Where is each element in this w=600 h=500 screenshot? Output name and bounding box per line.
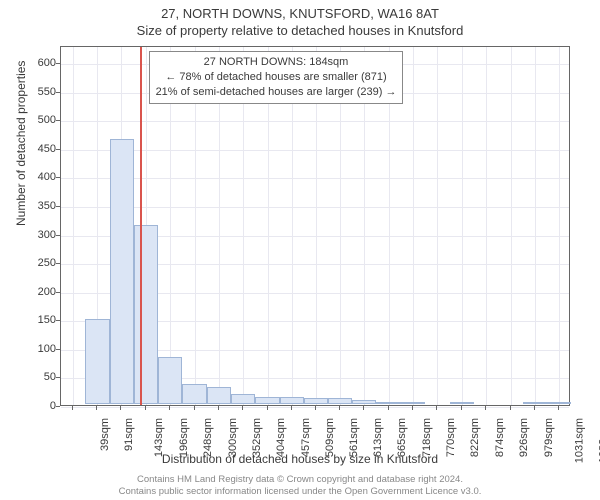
histogram-bar [523,402,547,404]
histogram-bar [182,384,206,404]
ytick-label: 250 [16,257,56,269]
histogram-bar [376,402,401,404]
annotation-box: 27 NORTH DOWNS: 184sqm ← 78% of detached… [149,51,404,104]
xtick-label: 39sqm [99,418,111,451]
histogram-bar [401,402,425,404]
annotation-line-1: 27 NORTH DOWNS: 184sqm [156,55,397,70]
histogram-bar [450,402,474,404]
footer-line-2: Contains public sector information licen… [0,486,600,498]
histogram-bar [158,357,182,404]
plot-area: 27 NORTH DOWNS: 184sqm ← 78% of detached… [60,46,570,406]
histogram-bar [304,398,328,404]
histogram-bar [231,394,255,404]
ytick-label: 150 [16,314,56,326]
chart-title-address: 27, NORTH DOWNS, KNUTSFORD, WA16 8AT [0,0,600,21]
histogram-bar [110,139,134,404]
xtick-label: 91sqm [123,418,135,451]
ytick-label: 550 [16,86,56,98]
reference-line [140,47,142,405]
ytick-label: 50 [16,371,56,383]
ytick-label: 350 [16,200,56,212]
histogram-bar [134,225,158,404]
annotation-line-3: 21% of semi-detached houses are larger (… [156,85,397,100]
histogram-bar [547,402,571,404]
plot-frame: 27 NORTH DOWNS: 184sqm ← 78% of detached… [60,46,570,406]
chart-title-desc: Size of property relative to detached ho… [0,21,600,38]
ytick-label: 0 [16,400,56,412]
ytick-label: 100 [16,343,56,355]
footer-line-1: Contains HM Land Registry data © Crown c… [0,474,600,486]
ytick-label: 600 [16,57,56,69]
ytick-label: 400 [16,171,56,183]
histogram-bar [352,400,376,404]
histogram-bar [280,397,304,404]
histogram-bar [255,397,280,404]
histogram-bar [85,319,110,404]
ytick-label: 300 [16,229,56,241]
histogram-bar [207,387,231,404]
chart-container: 27, NORTH DOWNS, KNUTSFORD, WA16 8AT Siz… [0,0,600,500]
ytick-label: 450 [16,143,56,155]
ytick-label: 500 [16,114,56,126]
x-axis-label: Distribution of detached houses by size … [0,452,600,466]
footer-attribution: Contains HM Land Registry data © Crown c… [0,474,600,498]
histogram-bar [328,398,352,404]
ytick-label: 200 [16,286,56,298]
annotation-line-2: ← 78% of detached houses are smaller (87… [156,70,397,85]
